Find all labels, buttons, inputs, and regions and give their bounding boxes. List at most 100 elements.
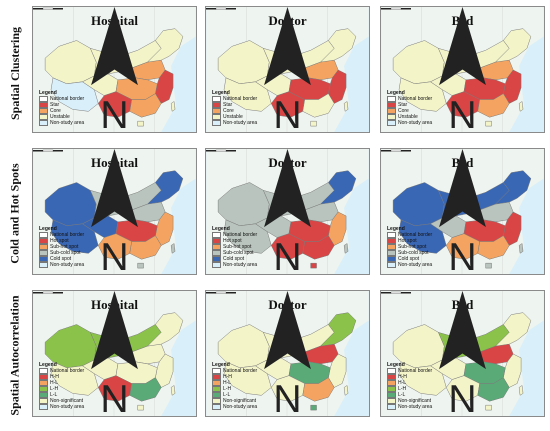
region-tibet: [398, 77, 447, 112]
legend-item: Hot spot: [387, 238, 432, 244]
region-northeast: [146, 170, 184, 205]
legend-label: L-H: [398, 386, 407, 392]
legend-label: L-H: [50, 386, 59, 392]
legend-label: Non-significant: [398, 398, 432, 404]
legend-swatch: [212, 380, 221, 386]
region-south: [302, 235, 335, 260]
region-tibet: [398, 361, 447, 396]
legend-item: Non-study area: [387, 120, 432, 126]
legend-label: L-L: [50, 392, 58, 398]
legend-item: Sub-hot spot: [387, 244, 432, 250]
legend-title: Legend: [212, 90, 230, 96]
scale-bar-icon: [206, 7, 236, 10]
legend-item: Star: [39, 102, 84, 108]
legend-label: Sub-hot spot: [50, 244, 79, 250]
region-northeast: [146, 28, 184, 63]
north-arrow-icon: N: [264, 149, 311, 274]
region-tibet: [223, 361, 272, 396]
legend-item: Non-significant: [212, 398, 257, 404]
legend-swatch: [212, 250, 221, 256]
legend-label: National border: [50, 96, 85, 102]
legend-title: Legend: [212, 226, 230, 232]
legend-swatch: [39, 368, 48, 374]
legend-label: Non-significant: [50, 398, 84, 404]
legend-label: Sub-cold spot: [50, 250, 81, 256]
region-hainan: [137, 120, 144, 127]
row-label-hotspots: Cold and Hot Spots: [0, 148, 30, 278]
legend-swatch: [212, 120, 221, 126]
legend-label: Non-study area: [398, 262, 433, 268]
legend-label: Non-study area: [50, 404, 85, 410]
legend-swatch: [212, 398, 221, 404]
legend-label: National border: [398, 96, 433, 102]
legend-item: Core: [387, 108, 432, 114]
legend-item: Hot spot: [39, 238, 84, 244]
legend-item: Cold spot: [39, 256, 84, 262]
row-label-autocorrelation: Spatial Autocorrelation: [0, 290, 30, 420]
legend-item: L-H: [212, 386, 257, 392]
map-legend: Legend National border H-H H-L L-H L-L Non-sig…: [387, 362, 432, 410]
legend-title: Legend: [212, 362, 230, 368]
legend-item: Non-significant: [387, 398, 432, 404]
legend-swatch: [212, 404, 221, 410]
row-label-clustering: Spatial Clustering: [0, 8, 30, 138]
legend-label: National border: [50, 232, 85, 238]
legend-item: Sub-cold spot: [387, 250, 432, 256]
legend-label: Core: [50, 108, 61, 114]
map-legend: Legend National border Star Core Unstable Non…: [212, 90, 257, 126]
legend-label: Non-significant: [223, 398, 257, 404]
legend-swatch: [39, 108, 48, 114]
map-panel-doctor: DoctorNLegendNational borderH-HH-LL-HL-L…: [205, 290, 370, 417]
legend-label: Cold spot: [223, 256, 245, 262]
legend-label: Non-study area: [50, 262, 85, 268]
legend-item: Non-study area: [387, 404, 432, 410]
legend-item: Unstable: [387, 114, 432, 120]
legend-item: Non-study area: [212, 120, 257, 126]
legend-swatch: [387, 250, 396, 256]
legend-swatch: [212, 244, 221, 250]
legend-item: Hot spot: [212, 238, 257, 244]
legend-label: Non-study area: [398, 404, 433, 410]
legend-item: National border: [212, 232, 257, 238]
row-label-text: Cold and Hot Spots: [7, 162, 22, 264]
region-tibet: [50, 219, 99, 254]
legend-swatch: [39, 250, 48, 256]
legend-swatch: [387, 262, 396, 268]
legend-item: National border: [39, 96, 84, 102]
map-legend: Legend National border H-H H-L L-H L-L Non-sig…: [212, 362, 257, 410]
legend-swatch: [212, 238, 221, 244]
map-legend: Legend National border Hot spot Sub-hot spo…: [39, 226, 84, 268]
legend-label: Cold spot: [50, 256, 72, 262]
legend-title: Legend: [387, 90, 405, 96]
legend-swatch: [212, 108, 221, 114]
legend-swatch: [212, 102, 221, 108]
legend-swatch: [212, 114, 221, 120]
legend-label: National border: [223, 96, 258, 102]
legend-label: Sub-hot spot: [398, 244, 427, 250]
legend-label: Star: [223, 102, 233, 108]
legend-swatch: [387, 368, 396, 374]
legend-swatch: [212, 232, 221, 238]
legend-swatch: [212, 374, 221, 380]
legend-swatch: [387, 404, 396, 410]
region-tibet: [223, 219, 272, 254]
region-taiwan: [170, 385, 176, 396]
legend-swatch: [39, 96, 48, 102]
legend-label: Core: [223, 108, 234, 114]
legend-label: H-L: [223, 380, 232, 386]
legend-label: National border: [223, 232, 258, 238]
north-arrow-icon: N: [439, 7, 486, 132]
region-northeast: [494, 312, 532, 347]
region-northeast: [319, 312, 357, 347]
legend-swatch: [387, 232, 396, 238]
legend-swatch: [387, 374, 396, 380]
north-arrow-icon: N: [439, 291, 486, 416]
legend-label: Hot spot: [398, 238, 417, 244]
legend-swatch: [387, 102, 396, 108]
legend-item: Non-study area: [212, 404, 257, 410]
map-legend: Legend National border Star Core Unstable Non…: [39, 90, 84, 126]
legend-item: L-H: [39, 386, 84, 392]
legend-swatch: [387, 380, 396, 386]
legend-label: National border: [223, 368, 258, 374]
